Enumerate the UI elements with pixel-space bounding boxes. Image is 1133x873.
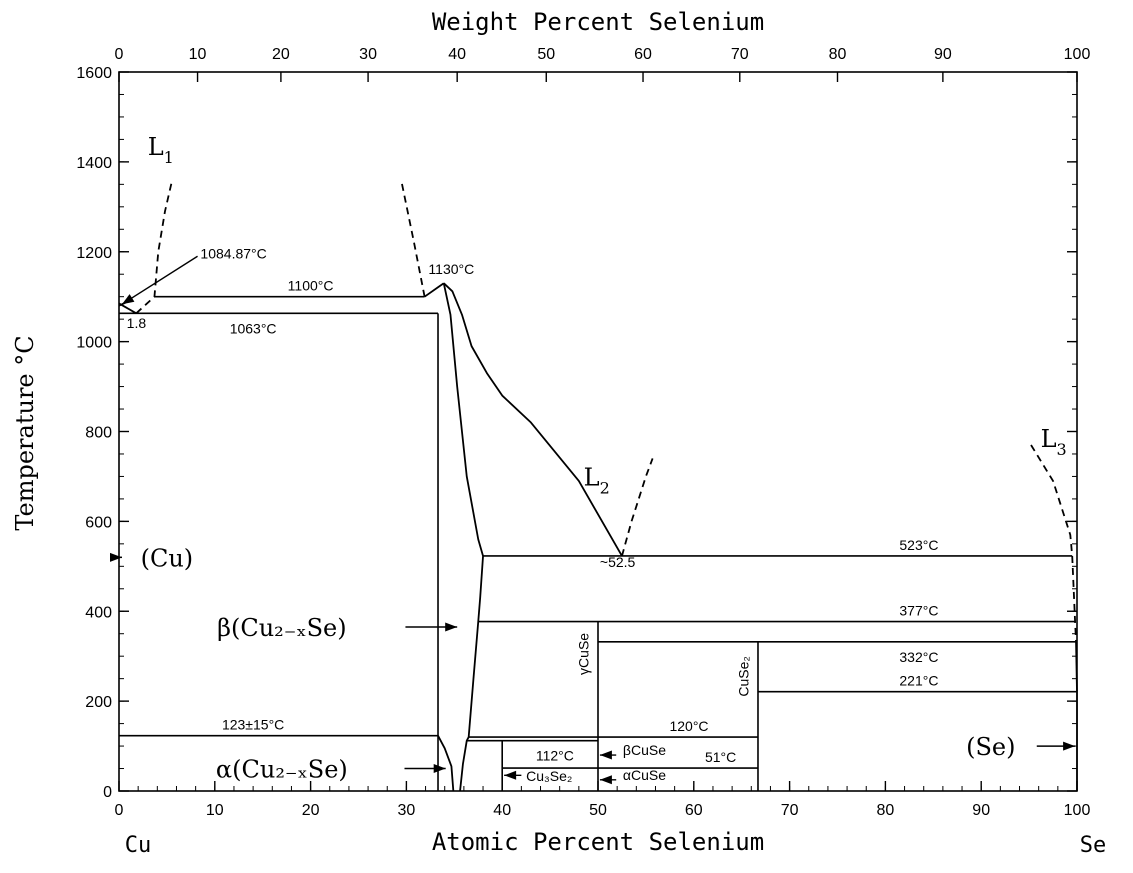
label-1130: 1130°C [428, 261, 474, 277]
label-cu3se2: Cu₃Se₂ [526, 768, 572, 784]
label-1084: 1084.87°C [200, 245, 266, 261]
label-L2: L2 [584, 463, 610, 497]
x-tick-label: 20 [302, 802, 320, 819]
chart-annotations: 1100°C 1063°C 523°C 377°C 332°C 221°C 123±15°C… [110, 133, 1076, 785]
phase-beta-cu2se: β(Cu₂₋ₓSe) [217, 614, 347, 642]
phase-alpha-cu2se-arrowhead [433, 764, 446, 774]
x-tick-label: 80 [877, 802, 895, 819]
wt-tick-label: 60 [634, 46, 652, 63]
phase-se-arrowhead [1063, 741, 1076, 751]
label-cuse2: CuSe₂ [735, 656, 751, 696]
phase-se: (Se) [966, 733, 1015, 761]
x-tick-label: 10 [206, 802, 224, 819]
wt-tick-label: 100 [1064, 46, 1091, 63]
y-tick-label: 1000 [76, 335, 112, 352]
beta-solvus-right [442, 283, 484, 792]
y-axis-label: Temperature °C [11, 335, 39, 530]
L1-boundary [135, 181, 173, 314]
y-tick-label: 1400 [76, 155, 112, 172]
wt-tick-label: 80 [829, 46, 847, 63]
isotherm-123-label: 123±15°C [222, 717, 284, 733]
wt-tick-label: 20 [272, 46, 290, 63]
phase-beta-cu2se-arrowhead [445, 622, 458, 632]
y-tick-label: 1200 [76, 245, 112, 262]
chart-title: Weight Percent Selenium [432, 8, 764, 36]
wt-tick-label: 50 [537, 46, 555, 63]
label-beta-cuse: βCuSe [623, 742, 666, 758]
wt-tick-label: 30 [359, 46, 377, 63]
wt-tick-label: 70 [731, 46, 749, 63]
y-tick-label: 400 [85, 604, 112, 621]
y-tick-label: 0 [103, 784, 112, 801]
right-element-label: Se [1080, 833, 1107, 858]
isotherm-120-label: 120°C [669, 718, 708, 734]
y-tick-label: 800 [85, 425, 112, 442]
isotherm-221-label: 221°C [899, 673, 938, 689]
x-tick-label: 0 [115, 802, 124, 819]
x-tick-label: 70 [781, 802, 799, 819]
y-tick-label: 200 [85, 694, 112, 711]
isotherm-377-label: 377°C [899, 603, 938, 619]
arrow-1084-head [121, 294, 135, 305]
label-L3: L3 [1041, 425, 1067, 459]
isotherm-523-label: 523°C [899, 537, 938, 553]
x-tick-label: 40 [493, 802, 511, 819]
y-tick-label: 600 [85, 514, 112, 531]
label-1.8: 1.8 [127, 315, 147, 331]
x-tick-label: 50 [589, 802, 607, 819]
arrow-alpha-cuse-head [599, 775, 612, 785]
L2-left-boundary [400, 181, 426, 297]
isotherm-1100-label: 1100°C [288, 278, 334, 294]
L2-right-boundary [621, 458, 654, 557]
wt-tick-label: 40 [448, 46, 466, 63]
left-element-label: Cu [125, 833, 152, 858]
phase-lines [118, 181, 1078, 792]
x-tick-label: 60 [685, 802, 703, 819]
isotherm-332-label: 332°C [899, 649, 938, 665]
isotherm-51-label: 51°C [705, 749, 736, 765]
arrow-cu3se2-head [504, 770, 517, 780]
isotherm-1063-label: 1063°C [230, 320, 277, 336]
L3-boundary [1030, 444, 1077, 642]
x-tick-label: 90 [972, 802, 990, 819]
cu2se-liquidus-right [443, 282, 623, 557]
phase-alpha-cu2se: α(Cu₂₋ₓSe) [216, 756, 348, 784]
label-alpha-cuse: αCuSe [623, 767, 666, 783]
arrow-beta-cuse-head [599, 750, 612, 760]
x-axis-label: Atomic Percent Selenium [432, 828, 764, 856]
phase-cu: (Cu) [141, 544, 194, 572]
arrow-1084-line [121, 255, 198, 305]
phase-cu-arrowhead [110, 552, 122, 562]
isotherm-112-label: 112°C [536, 748, 574, 764]
x-tick-label: 30 [398, 802, 416, 819]
cu2se-liquidus-left [424, 282, 445, 298]
wt-tick-label: 0 [115, 46, 124, 63]
wt-tick-label: 90 [934, 46, 952, 63]
x-tick-label: 100 [1064, 802, 1091, 819]
label-L1: L1 [148, 133, 174, 167]
y-tick-label: 1600 [76, 65, 112, 82]
label-52.5: ~52.5 [600, 554, 636, 570]
wt-tick-label: 10 [189, 46, 207, 63]
alpha-solvus-left [437, 735, 455, 792]
label-gamma-cuse: γCuSe [575, 633, 591, 675]
se-liquidus-solid [1075, 641, 1078, 692]
